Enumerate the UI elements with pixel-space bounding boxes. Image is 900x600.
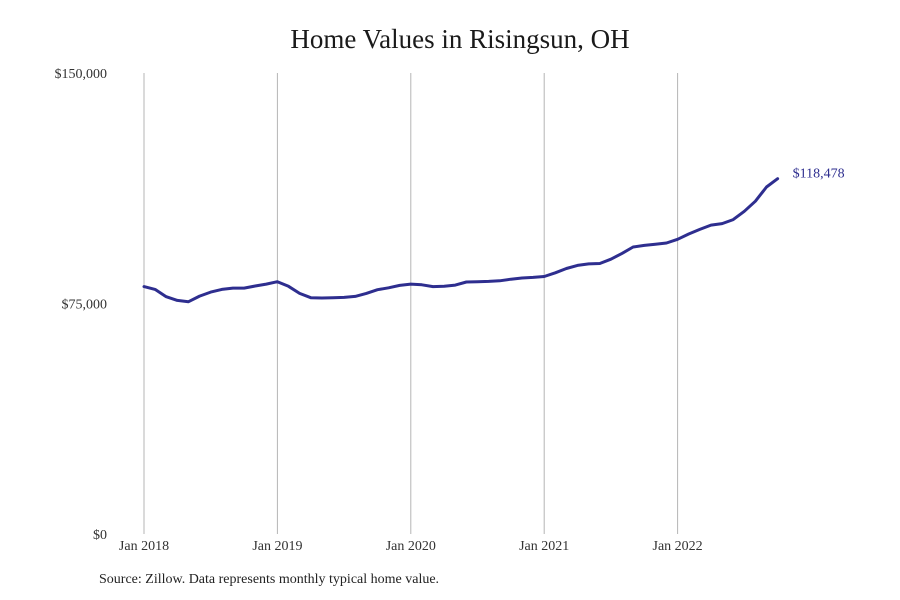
x-tick-label: Jan 2018 xyxy=(119,539,169,554)
axis-labels: Jan 2018 Jan 2019 Jan 2020 Jan 2021 Jan 2022… xyxy=(55,67,703,554)
x-tick-label: Jan 2021 xyxy=(519,539,569,554)
source-note: Source: Zillow. Data represents monthly … xyxy=(99,572,440,587)
gridlines xyxy=(143,73,679,534)
y-tick-label: $0 xyxy=(93,528,107,543)
y-tick-label: $150,000 xyxy=(55,67,108,82)
x-tick-label: Jan 2019 xyxy=(252,539,302,554)
end-value-label: $118,478 xyxy=(793,167,845,182)
data-labels: $118,478 xyxy=(793,167,845,182)
series-lines xyxy=(142,177,780,304)
chart-title: Home Values in Risingsun, OH xyxy=(290,24,630,54)
y-tick-label: $75,000 xyxy=(62,298,108,313)
x-tick-label: Jan 2022 xyxy=(653,539,703,554)
series-line xyxy=(142,177,780,304)
x-tick-label: Jan 2020 xyxy=(386,539,436,554)
